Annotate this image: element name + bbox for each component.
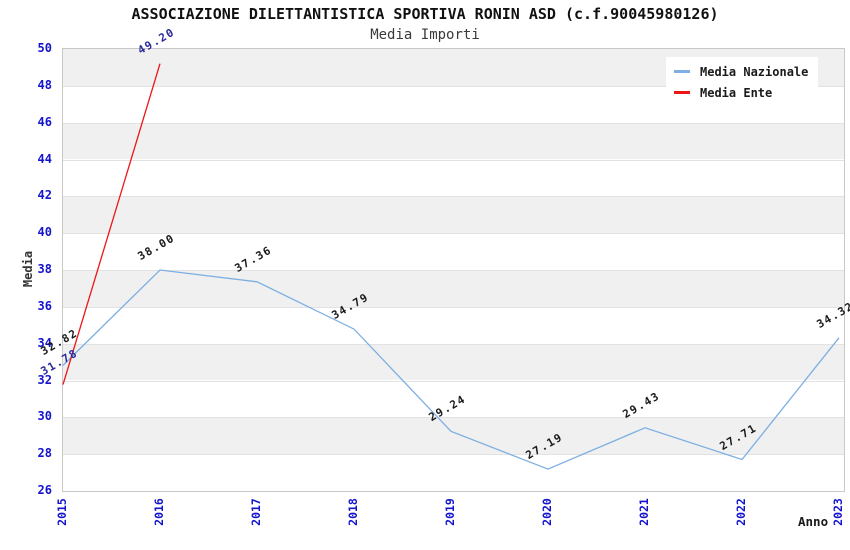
grid-band [63,270,844,307]
grid-band [63,343,844,381]
gridline [63,344,844,345]
grid-band [63,454,844,491]
x-tick-label: 2017 [249,498,263,526]
y-tick-label: 34 [37,335,52,350]
gridline [63,86,844,87]
grid-band [63,233,844,270]
gridline [63,123,844,124]
y-tick-label: 46 [37,114,52,129]
grid-band [63,196,844,234]
y-tick-label: 42 [37,188,52,203]
x-tick-label: 2023 [831,498,845,526]
legend-label: Media Ente [700,85,773,100]
y-tick-label: 32 [37,372,52,387]
y-tick-label: 44 [37,151,52,166]
grid-band [63,380,844,418]
y-tick-label: 48 [37,77,52,92]
legend: Media Nazionale Media Ente [666,57,819,107]
x-axis-title: Anno [798,514,829,529]
x-tick-label: 2020 [540,498,554,526]
series-line-media-nazionale [62,269,840,470]
grid-band [63,122,844,160]
gridline [63,196,844,197]
chart-title: ASSOCIAZIONE DILETTANTISTICA SPORTIVA RO… [131,5,719,23]
gridline [63,160,844,161]
y-tick-label: 30 [37,409,52,424]
x-tick-label: 2015 [55,498,69,526]
y-tick-label: 50 [37,41,52,55]
gridline [63,307,844,308]
chart-subtitle: Media Importi [370,27,480,43]
series-lines [62,63,840,470]
x-tick-label: 2021 [637,498,651,526]
grid-band [63,306,844,344]
y-tick-label: 36 [37,298,52,313]
legend-label: Media Nazionale [700,64,809,79]
y-tick-label: 38 [37,262,52,276]
x-tick-label: 2016 [152,498,166,526]
grid-band [63,417,844,455]
gridline [63,233,844,234]
gridline [63,270,844,271]
y-tick-label: 40 [37,225,52,240]
series-line-media-ente [62,63,161,385]
x-tick-label: 2019 [443,498,457,526]
legend-item-media-ente: Media Ente [674,82,808,103]
grid-band [63,159,844,197]
gridline [63,381,844,382]
legend-item-media-nazionale: Media Nazionale [674,61,808,82]
x-tick-label: 2022 [734,498,748,526]
gridline [63,454,844,455]
legend-marker-icon [674,70,690,73]
y-tick-label: 26 [37,483,52,497]
gridline [63,417,844,418]
legend-marker-icon [674,91,690,94]
x-tick-label: 2018 [346,498,360,526]
plot-area [62,48,845,492]
y-tick-label: 28 [37,446,52,461]
